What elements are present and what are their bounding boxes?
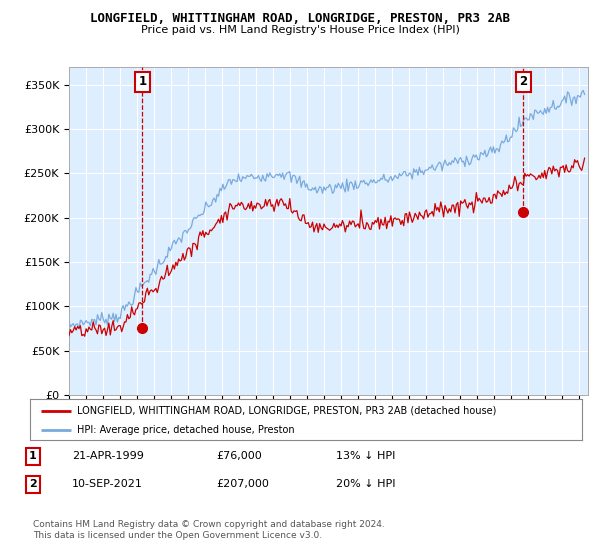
Text: 1: 1 xyxy=(138,76,146,88)
Text: 2: 2 xyxy=(29,479,37,489)
Text: £76,000: £76,000 xyxy=(216,451,262,461)
Text: HPI: Average price, detached house, Preston: HPI: Average price, detached house, Pres… xyxy=(77,424,295,435)
Text: LONGFIELD, WHITTINGHAM ROAD, LONGRIDGE, PRESTON, PR3 2AB (detached house): LONGFIELD, WHITTINGHAM ROAD, LONGRIDGE, … xyxy=(77,405,496,416)
Text: 20% ↓ HPI: 20% ↓ HPI xyxy=(336,479,395,489)
Text: LONGFIELD, WHITTINGHAM ROAD, LONGRIDGE, PRESTON, PR3 2AB: LONGFIELD, WHITTINGHAM ROAD, LONGRIDGE, … xyxy=(90,12,510,25)
Text: 21-APR-1999: 21-APR-1999 xyxy=(72,451,144,461)
Text: £207,000: £207,000 xyxy=(216,479,269,489)
Text: Contains HM Land Registry data © Crown copyright and database right 2024.
This d: Contains HM Land Registry data © Crown c… xyxy=(33,520,385,540)
Text: Price paid vs. HM Land Registry's House Price Index (HPI): Price paid vs. HM Land Registry's House … xyxy=(140,25,460,35)
Text: 2: 2 xyxy=(519,76,527,88)
Text: 13% ↓ HPI: 13% ↓ HPI xyxy=(336,451,395,461)
Text: 10-SEP-2021: 10-SEP-2021 xyxy=(72,479,143,489)
Text: 1: 1 xyxy=(29,451,37,461)
